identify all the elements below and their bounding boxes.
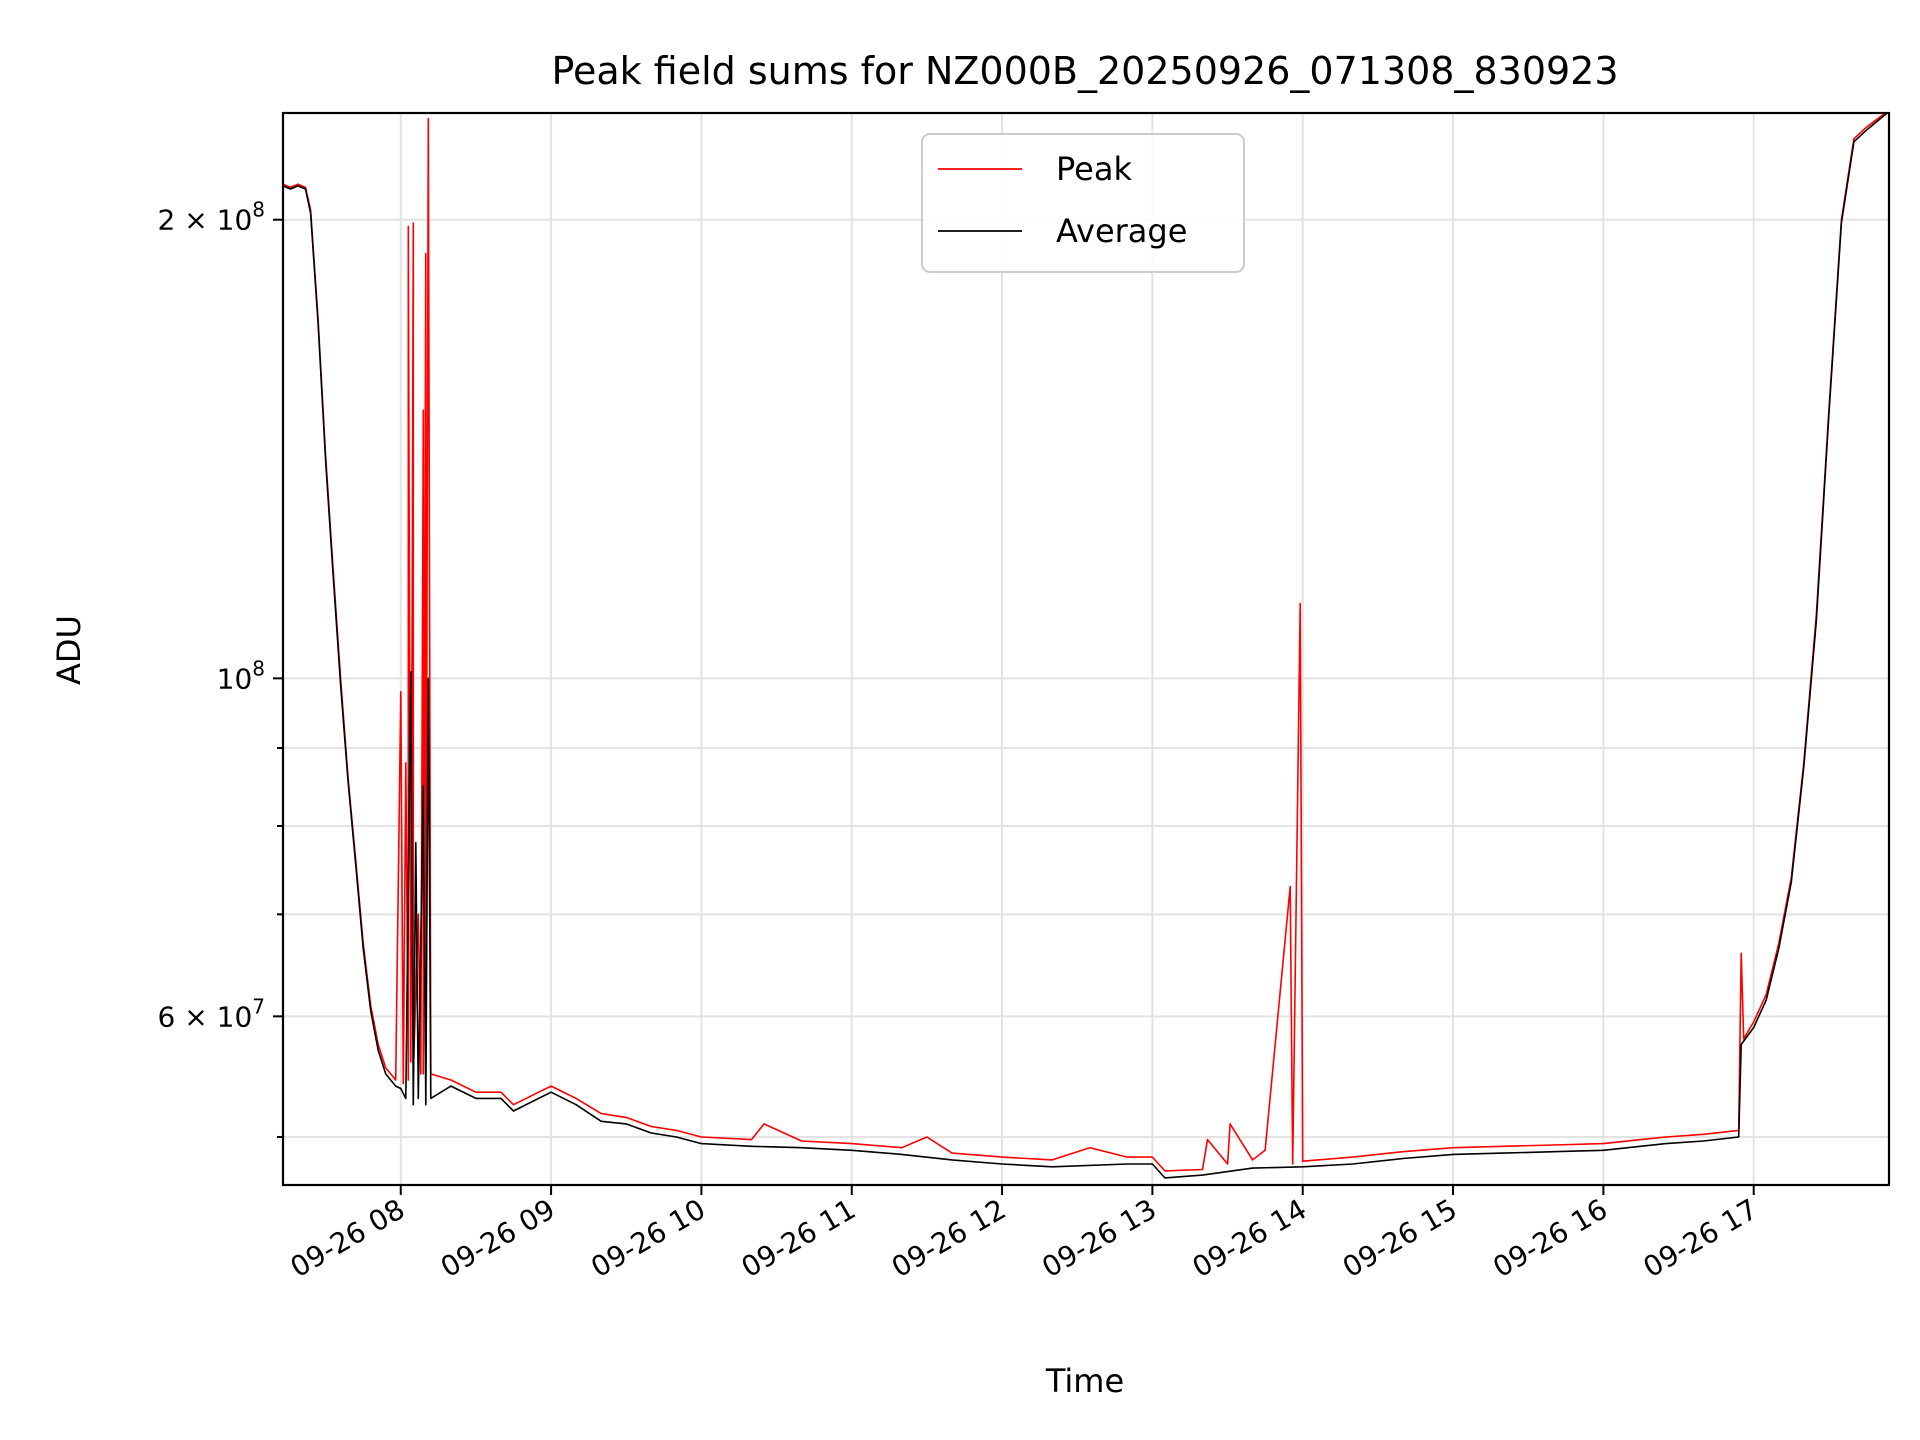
chart-title: Peak field sums for NZ000B_20250926_0713…	[551, 49, 1618, 93]
y-tick-exponent: 8	[252, 656, 265, 680]
y-tick-exponent: 8	[252, 198, 265, 222]
y-tick-label: 2 × 108	[158, 198, 265, 237]
series-line-peak	[283, 113, 1887, 1172]
y-tick-mantissa: 6	[158, 1000, 176, 1033]
legend-label: Average	[1056, 212, 1187, 250]
y-tick-mantissa: 2	[158, 204, 176, 237]
y-tick-exponent: 7	[252, 994, 265, 1018]
x-axis-label: Time	[1045, 1362, 1124, 1400]
y-axis-label: ADU	[50, 615, 88, 685]
y-tick-times: × 10	[175, 1000, 252, 1033]
axes-frame	[281, 111, 1891, 1187]
y-tick-base: 10	[217, 662, 253, 695]
legend-label: Peak	[1056, 150, 1132, 188]
y-tick-label: 108	[217, 656, 265, 695]
legend: Peak Average	[921, 133, 1245, 273]
grid	[283, 113, 1889, 1185]
y-tick-label: 6 × 107	[158, 994, 265, 1033]
series-line-average	[283, 113, 1889, 1179]
y-tick-times: × 10	[175, 204, 252, 237]
series-layer	[283, 113, 1889, 1179]
